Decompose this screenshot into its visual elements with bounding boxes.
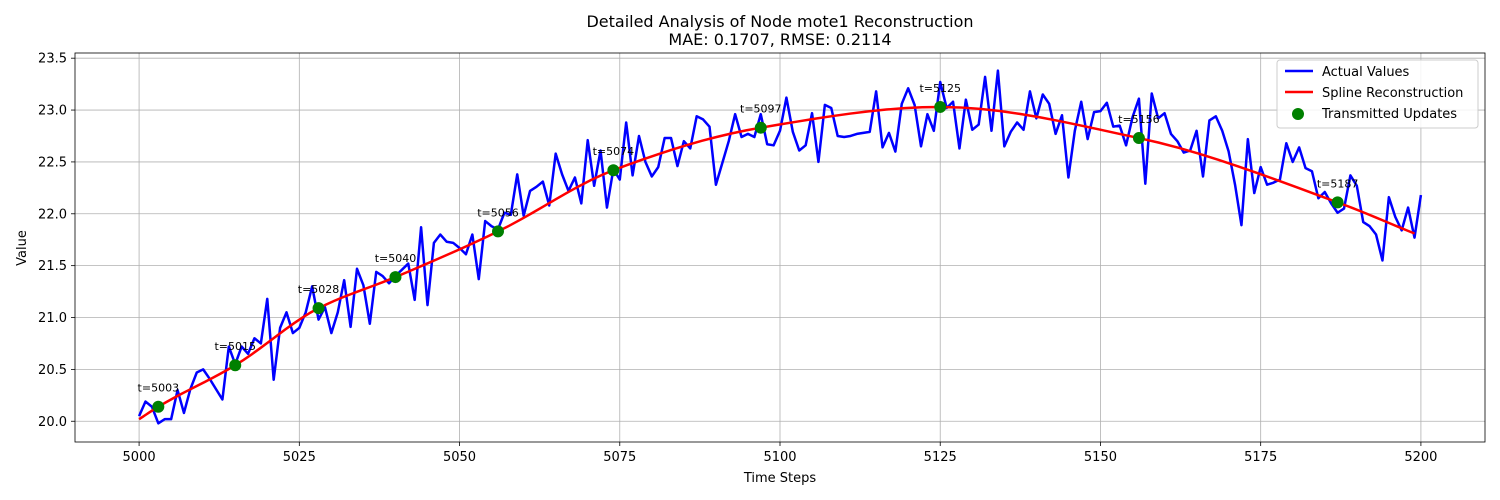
transmitted-update-point — [492, 225, 504, 238]
update-annotation: t=5187 — [1317, 177, 1359, 190]
y-tick-label: 23.0 — [38, 104, 67, 119]
actual-values-line — [137, 69, 1423, 425]
update-annotation: t=5074 — [593, 145, 635, 158]
update-annotation: t=5015 — [214, 340, 256, 353]
x-tick-label: 5025 — [283, 450, 316, 465]
y-axis-label: Value — [15, 230, 30, 266]
x-tick-label: 5175 — [1244, 450, 1277, 465]
transmitted-update-point — [934, 100, 947, 113]
y-tick-label: 21.5 — [38, 259, 67, 274]
x-axis-label: Time Steps — [743, 471, 817, 486]
y-tick-label: 20.5 — [38, 363, 67, 378]
legend: Actual Values Spline Reconstruction Tran… — [1276, 59, 1479, 129]
transmitted-update-point — [152, 400, 165, 413]
x-tick-label: 5150 — [1084, 450, 1117, 465]
transmitted-update-point — [607, 164, 620, 177]
transmitted-update-point — [1331, 196, 1344, 209]
update-annotation: t=5125 — [919, 82, 961, 95]
axis-ticks: 5000 5025 5050 5075 5100 5125 5150 5175 5200 20.0… — [38, 52, 1437, 465]
x-tick-label: 5075 — [603, 450, 636, 465]
legend-label-updates: Transmitted Updates — [1321, 107, 1457, 122]
legend-swatch-updates — [1292, 108, 1304, 120]
legend-label-spline: Spline Reconstruction — [1322, 86, 1463, 101]
legend-box — [1276, 59, 1479, 129]
update-annotation: t=5028 — [298, 283, 340, 296]
chart-subtitle: MAE: 0.1707, RMSE: 0.2114 — [668, 30, 891, 49]
grid-lines — [75, 53, 1485, 442]
x-tick-label: 5100 — [763, 450, 796, 465]
spline-reconstruction-line — [138, 105, 1415, 421]
transmitted-update-point — [229, 359, 242, 372]
update-annotation: t=5040 — [375, 252, 417, 265]
x-tick-label: 5050 — [443, 450, 476, 465]
plot-content: t=5003 t=5015 t=5028 t=5040 t=5056 t=5074 t=50… — [137, 69, 1423, 425]
transmitted-update-point — [312, 302, 325, 315]
y-tick-label: 21.0 — [38, 311, 67, 326]
transmitted-update-point — [754, 121, 767, 134]
legend-label-actual: Actual Values — [1322, 65, 1410, 80]
transmitted-update-point — [389, 271, 402, 284]
y-tick-label: 22.0 — [38, 207, 67, 222]
update-annotation: t=5003 — [138, 382, 180, 395]
x-tick-label: 5000 — [123, 450, 156, 465]
update-annotation: t=5097 — [740, 103, 782, 116]
y-tick-label: 22.5 — [38, 155, 67, 170]
update-annotation: t=5056 — [477, 206, 519, 219]
x-tick-label: 5200 — [1404, 450, 1437, 465]
chart-title: Detailed Analysis of Node mote1 Reconstr… — [586, 12, 973, 31]
x-tick-label: 5125 — [924, 450, 957, 465]
update-annotation: t=5156 — [1118, 113, 1160, 126]
y-tick-label: 23.5 — [38, 52, 67, 67]
y-tick-label: 20.0 — [38, 415, 67, 430]
transmitted-update-point — [1132, 132, 1145, 145]
